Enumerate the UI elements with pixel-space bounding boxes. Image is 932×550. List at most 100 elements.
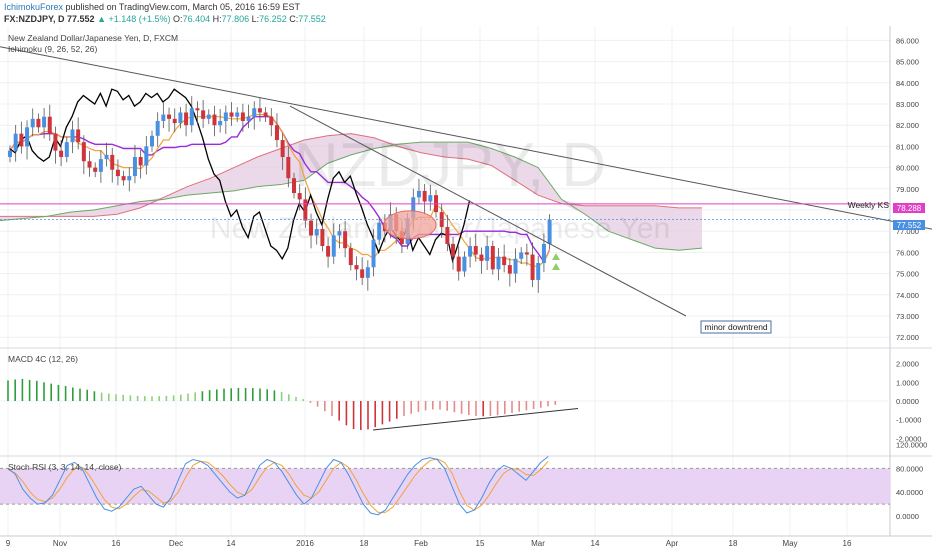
candle-body bbox=[320, 229, 325, 247]
candle-body bbox=[240, 112, 245, 121]
open-label: O: bbox=[173, 14, 183, 24]
chart-header: IchimokuForex published on TradingView.c… bbox=[0, 0, 932, 26]
time-tick-label: 9 bbox=[6, 539, 11, 548]
ichimoku-legend[interactable]: Ichimoku (9, 26, 52, 26) bbox=[8, 44, 97, 54]
symbol-label[interactable]: FX:NZDJPY, D bbox=[4, 14, 65, 24]
time-tick-label: Apr bbox=[666, 539, 679, 548]
candle-body bbox=[365, 267, 370, 278]
candle-body bbox=[172, 118, 177, 124]
macd-pane: 2.0000 1.0000 0.0000 -1.0000 -2.0000 bbox=[0, 360, 921, 443]
price-tick-label: 77.000 bbox=[896, 227, 919, 236]
price-tick-label: 75.000 bbox=[896, 270, 919, 279]
price-tick-label: 85.000 bbox=[896, 58, 919, 67]
weekly-ks-label: Weekly KS bbox=[848, 200, 890, 210]
candle-body bbox=[451, 243, 456, 257]
candle-body bbox=[462, 256, 467, 272]
drawings[interactable] bbox=[0, 46, 932, 317]
price-tick-label: 84.000 bbox=[896, 79, 919, 88]
price-tick-label: 79.000 bbox=[896, 185, 919, 194]
candle-body bbox=[132, 157, 137, 177]
candle-body bbox=[93, 167, 98, 172]
candle-body bbox=[252, 108, 257, 117]
stoch-tick-label: 120.0000 bbox=[896, 441, 927, 450]
annotation-box[interactable] bbox=[700, 320, 772, 334]
candle-body bbox=[184, 112, 189, 126]
candle-body bbox=[428, 195, 433, 202]
candle-body bbox=[178, 112, 183, 124]
candle-body bbox=[263, 112, 268, 117]
candle-body bbox=[235, 112, 240, 117]
price-tick-label: 80.000 bbox=[896, 164, 919, 173]
time-tick-label: Dec bbox=[169, 539, 183, 548]
candle-body bbox=[496, 256, 501, 270]
candle-body bbox=[189, 108, 194, 126]
candle-body bbox=[377, 222, 382, 240]
candle-body bbox=[348, 248, 353, 266]
candle-body bbox=[416, 190, 421, 198]
publish-line: IchimokuForex published on TradingView.c… bbox=[4, 2, 300, 12]
time-tick-label: 16 bbox=[112, 539, 121, 548]
candle-body bbox=[64, 142, 69, 157]
tenkan-sen bbox=[9, 114, 551, 267]
macd-legend[interactable]: MACD 4C (12, 26) bbox=[8, 354, 78, 364]
candle-body bbox=[257, 108, 262, 113]
candle-body bbox=[331, 235, 336, 257]
candle-body bbox=[530, 254, 535, 280]
stoch-tick-label: 80.0000 bbox=[896, 464, 923, 473]
candle-body bbox=[536, 263, 541, 280]
price-change: ▲ +1.148 (+1.5%) bbox=[97, 14, 171, 24]
candle-body bbox=[127, 176, 132, 181]
macd-tick-label: 0.0000 bbox=[896, 397, 919, 406]
candle-body bbox=[468, 246, 473, 257]
time-tick-label: Mar bbox=[531, 539, 545, 548]
macd-trendline bbox=[372, 407, 579, 431]
candle-body bbox=[115, 169, 120, 177]
candle-body bbox=[485, 246, 490, 261]
chart-canvas[interactable]: NZDJPY, D New Zealand Dollar/Japanese Ye… bbox=[0, 26, 932, 550]
candle-body bbox=[354, 265, 359, 270]
candle-body bbox=[53, 133, 58, 151]
candle-body bbox=[138, 157, 143, 166]
price-tick-label: 72.000 bbox=[896, 333, 919, 342]
candle-body bbox=[104, 154, 109, 160]
stoch-band bbox=[0, 468, 890, 505]
highlight-ellipse bbox=[383, 210, 437, 240]
time-tick-label: 15 bbox=[476, 539, 485, 548]
candle-body bbox=[70, 129, 75, 143]
candle-body bbox=[47, 116, 52, 134]
candle-body bbox=[502, 256, 507, 266]
candle-body bbox=[223, 112, 228, 121]
candle-body bbox=[195, 108, 200, 111]
candle-body bbox=[507, 265, 512, 274]
stoch-d-line bbox=[7, 458, 549, 513]
trendline-minor-downtrend bbox=[289, 105, 687, 317]
author-link[interactable]: IchimokuForex bbox=[4, 2, 64, 12]
low-label: L: bbox=[251, 14, 260, 24]
annotation-minor-downtrend: minor downtrend bbox=[704, 322, 768, 332]
chart-background bbox=[0, 26, 932, 550]
last-price: 77.552 bbox=[67, 14, 95, 24]
candle-body bbox=[161, 114, 166, 121]
candle-body bbox=[309, 220, 314, 236]
high-value: 77.806 bbox=[221, 14, 250, 24]
candle-body bbox=[513, 258, 518, 274]
quote-line: FX:NZDJPY, D 77.552 ▲ +1.148 (+1.5%) O: 7… bbox=[4, 14, 326, 24]
time-tick-label: Feb bbox=[414, 539, 428, 548]
low-value: 76.252 bbox=[259, 14, 287, 24]
ichimoku-cloud bbox=[0, 133, 703, 251]
candle-body bbox=[42, 116, 47, 128]
candle-body bbox=[473, 246, 478, 255]
price-tick-label: 81.000 bbox=[896, 142, 919, 151]
close-value: 77.552 bbox=[298, 14, 326, 24]
high-label: H: bbox=[212, 14, 222, 24]
trendline-major bbox=[0, 46, 932, 230]
macd-tick-label: 1.0000 bbox=[896, 378, 919, 387]
candle-body bbox=[269, 116, 274, 126]
candle-body bbox=[280, 140, 285, 157]
candle-body bbox=[286, 157, 291, 179]
time-tick-label: May bbox=[782, 539, 797, 548]
stoch-rsi-legend[interactable]: Stoch RSI (3, 3, 14, 14, close) bbox=[8, 462, 122, 472]
candle-body bbox=[337, 231, 342, 236]
candle-body bbox=[229, 112, 234, 117]
candle-body bbox=[25, 127, 30, 147]
